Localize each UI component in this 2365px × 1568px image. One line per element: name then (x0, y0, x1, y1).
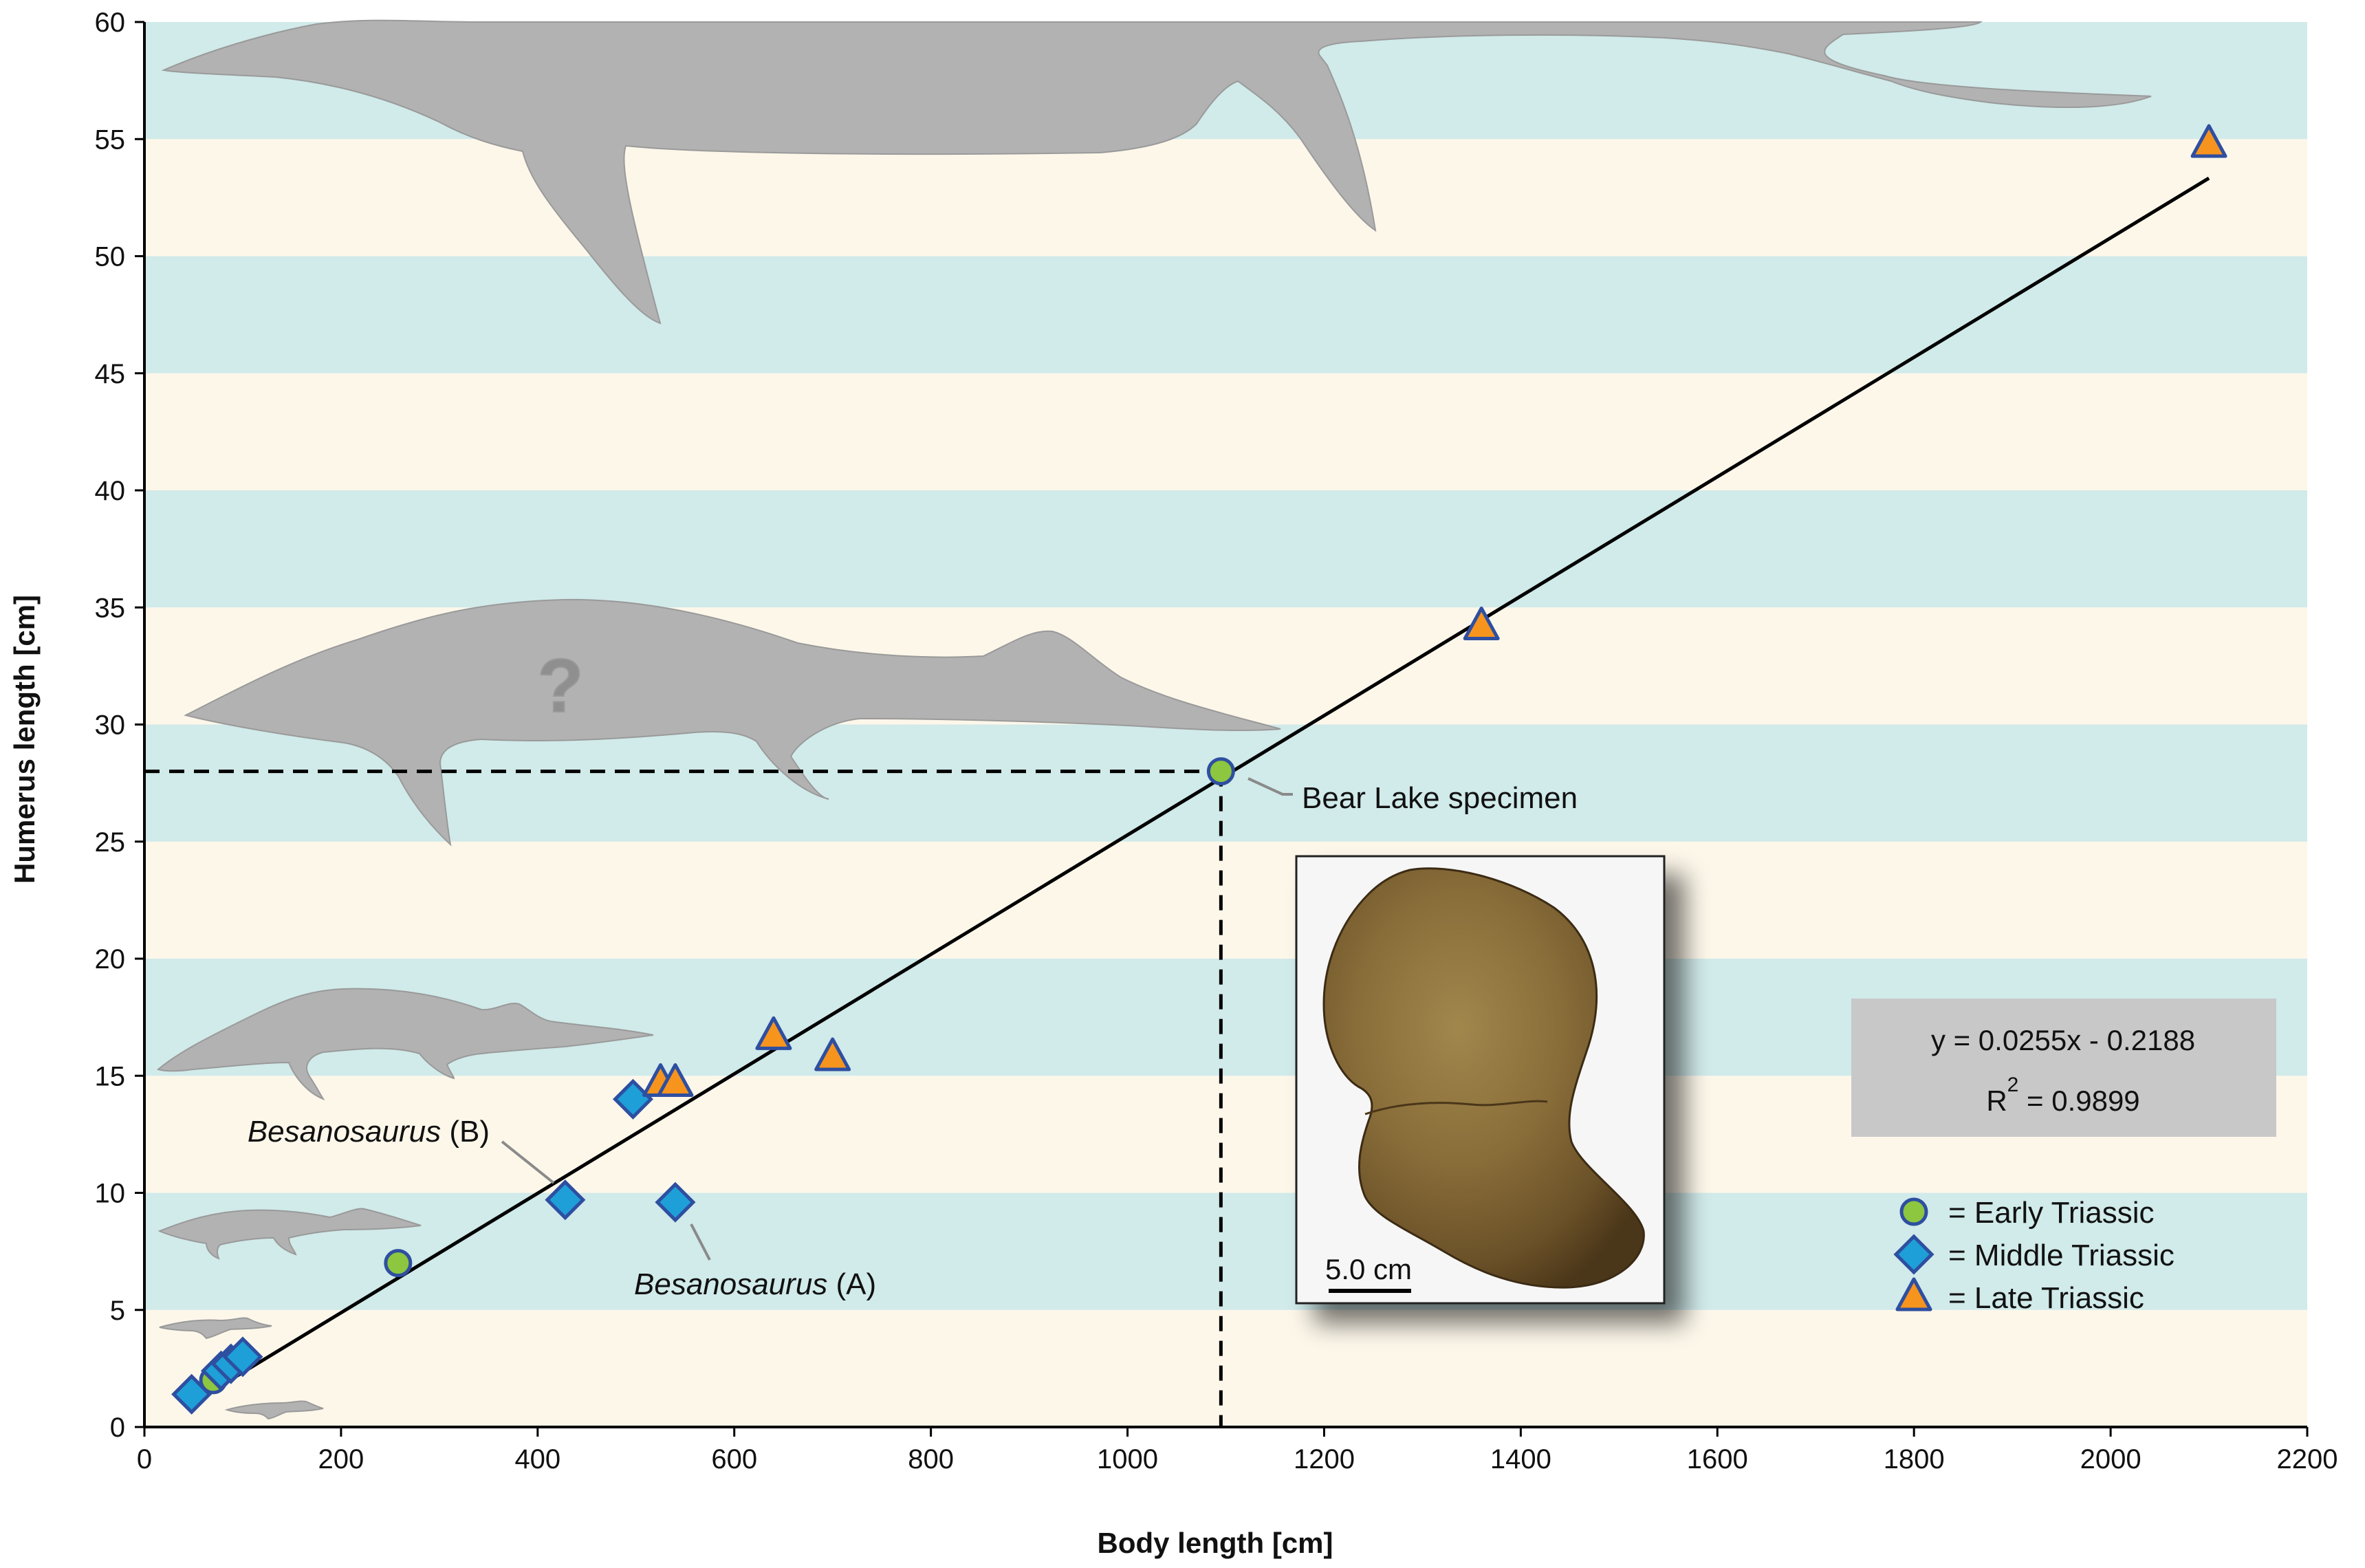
y-tick-label: 45 (95, 359, 126, 389)
y-tick-label: 25 (95, 827, 126, 858)
x-tick-label: 400 (514, 1444, 560, 1474)
bear-lake-label: Bear Lake specimen (1302, 781, 1578, 815)
y-tick-label: 0 (110, 1413, 125, 1443)
x-tick-label: 800 (908, 1444, 954, 1474)
legend-label: = Early Triassic (1948, 1196, 2155, 1230)
legend-label: = Late Triassic (1948, 1281, 2144, 1315)
background-band (144, 139, 2307, 257)
middle-triassic-point (222, 1336, 263, 1378)
x-tick-label: 1200 (1294, 1444, 1355, 1474)
r-squared: R2 = 0.9899 (1986, 1074, 2139, 1117)
data-points (171, 124, 2227, 1415)
besanosaurus-a-leader (690, 1223, 711, 1261)
regression-equation-box: y = 0.0255x - 0.2188 R2 = 0.9899 (1851, 999, 2276, 1137)
late-triassic-point (2190, 124, 2227, 158)
late-triassic-point (814, 1037, 851, 1071)
late-triassic-point (755, 1016, 792, 1050)
legend-marker-triangle (1895, 1277, 1932, 1311)
large-ichthyosaur-silhouette (161, 19, 2152, 325)
small-ichthyosaur-silhouette (156, 988, 654, 1101)
y-tick-label: 55 (95, 124, 126, 155)
background-band (144, 256, 2307, 373)
early-triassic-point (384, 1249, 413, 1278)
y-axis-title: Humerus length [cm] (8, 595, 41, 884)
besanosaurus-b-leader (501, 1140, 555, 1184)
medium-ichthyosaur-silhouette (184, 598, 1281, 847)
bear-lake-leader (1247, 777, 1293, 796)
x-tick-label: 1800 (1884, 1444, 1945, 1474)
x-tick-label: 0 (137, 1444, 152, 1474)
y-axis-ticks: 0 5 10 15 20 25 30 35 40 45 50 55 60 (95, 8, 144, 1443)
scale-bar-label: 5.0 cm (1325, 1253, 1412, 1285)
question-mark-label: ? (537, 644, 583, 728)
x-tick-label: 2200 (2277, 1444, 2338, 1474)
x-axis-ticks: 0 200 400 600 800 1000 1200 1400 1600 1800 2000 220… (137, 1427, 2338, 1474)
reference-dashed-lines (144, 770, 1223, 1427)
y-tick-label: 50 (95, 242, 126, 272)
y-tick-label: 30 (95, 710, 126, 741)
y-tick-label: 20 (95, 944, 126, 974)
humerus-bone-photo (1322, 867, 1645, 1289)
background-band (144, 490, 2307, 608)
tiniest-ichthyosaur-silhouette-2 (224, 1400, 324, 1420)
humerus-photo-inset: 5.0 cm (1295, 855, 1666, 1305)
besanosaurus-a-label: Besanosaurus (A) (634, 1267, 876, 1301)
middle-triassic-point (545, 1179, 586, 1221)
trend-line (190, 176, 2210, 1405)
y-tick-label: 40 (95, 476, 126, 506)
tiny-ichthyosaur-silhouette (157, 1208, 422, 1260)
x-tick-label: 1400 (1490, 1444, 1551, 1474)
background-band (144, 841, 2307, 959)
x-axis-title: Body length [cm] (1098, 1527, 1333, 1559)
middle-triassic-point (171, 1373, 212, 1415)
late-triassic-point (1463, 606, 1500, 640)
y-tick-label: 5 (110, 1296, 125, 1326)
y-tick-label: 60 (95, 8, 126, 38)
equation-background (1851, 999, 2276, 1137)
y-tick-label: 10 (95, 1179, 126, 1209)
annotation-leaders (501, 777, 1293, 1261)
legend-marker-diamond (1893, 1234, 1934, 1275)
legend-label: = Middle Triassic (1948, 1239, 2175, 1272)
besanosaurus-b-label: Besanosaurus (B) (248, 1115, 490, 1148)
background-band (144, 373, 2307, 490)
tiniest-ichthyosaur-silhouette-1 (159, 1317, 272, 1340)
regression-equation: y = 0.0255x - 0.2188 (1931, 1024, 2195, 1056)
early-triassic-point (1206, 757, 1235, 786)
x-tick-label: 2000 (2080, 1444, 2141, 1474)
legend-marker-circle (1899, 1197, 1928, 1226)
legend: = Early Triassic = Middle Triassic = Late … (1893, 1196, 2175, 1315)
x-tick-label: 1600 (1687, 1444, 1748, 1474)
plot-background-bands (144, 22, 2307, 1427)
ichthyosaur-silhouettes: ? (156, 19, 2152, 1420)
background-band (144, 1309, 2307, 1427)
y-tick-label: 15 (95, 1061, 126, 1091)
middle-triassic-point (655, 1182, 696, 1223)
x-tick-label: 600 (711, 1444, 757, 1474)
x-tick-label: 200 (318, 1444, 364, 1474)
x-tick-label: 1000 (1097, 1444, 1158, 1474)
y-tick-label: 35 (95, 593, 126, 623)
late-triassic-point (657, 1063, 694, 1097)
humerus-texture-crack (1364, 1100, 1548, 1115)
